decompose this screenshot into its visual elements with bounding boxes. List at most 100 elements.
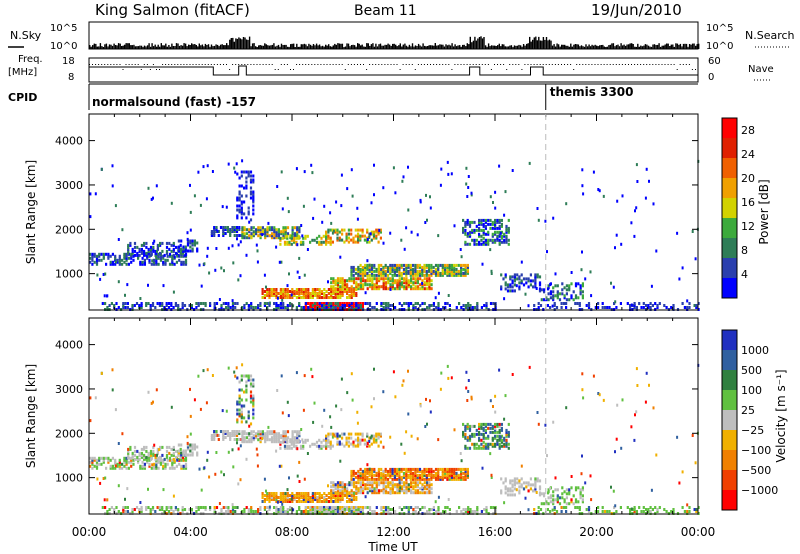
velocity-cell <box>182 451 185 455</box>
power-cell <box>491 222 494 226</box>
velocity-cell <box>396 489 399 493</box>
nsky-bar <box>647 45 650 49</box>
velocity-cell <box>581 488 584 492</box>
velocity-cell <box>170 506 173 509</box>
power-cell <box>156 243 159 247</box>
nsky-bar <box>95 43 97 49</box>
power-cell <box>252 230 255 234</box>
nave-dot <box>603 64 605 65</box>
power-cell <box>268 292 271 295</box>
velocity-cell <box>289 438 292 442</box>
power-cell <box>532 285 535 289</box>
power-cell <box>507 218 510 222</box>
power-cell <box>373 287 376 291</box>
power-cell <box>338 304 342 307</box>
power-cell <box>468 242 472 246</box>
power-cell <box>245 216 248 220</box>
power-cell <box>318 302 321 305</box>
power-cell <box>168 252 172 256</box>
velocity-cell <box>343 491 346 495</box>
power-cell <box>146 256 149 260</box>
velocity-cell <box>359 440 362 444</box>
y-tick-label: 3000 <box>55 179 83 192</box>
power-cell <box>323 304 326 307</box>
power-cell <box>364 263 367 267</box>
nave-dot <box>475 64 477 65</box>
velocity-cell <box>446 506 449 509</box>
velocity-cell <box>240 378 243 382</box>
velocity-cell <box>245 374 248 378</box>
velocity-cell <box>130 456 133 460</box>
velocity-cell <box>364 475 367 479</box>
velocity-cell <box>412 481 415 485</box>
power-cell <box>647 306 650 309</box>
nsky-bar <box>579 46 581 49</box>
velocity-cell <box>318 444 321 448</box>
velocity-cell <box>238 430 241 433</box>
power-cell <box>206 254 209 258</box>
power-cell <box>118 256 121 260</box>
nsky-bar <box>312 44 315 49</box>
velocity-cell <box>129 445 132 449</box>
power-cell <box>300 288 303 291</box>
power-cell <box>581 250 583 254</box>
velocity-cell <box>243 508 246 511</box>
power-cell <box>403 279 406 283</box>
power-cell <box>229 228 232 231</box>
velocity-cell <box>252 400 255 404</box>
power-cell <box>498 230 501 234</box>
power-cell <box>298 302 301 305</box>
power-cell <box>529 273 532 277</box>
nsky-bar <box>101 46 103 49</box>
power-cell <box>375 267 378 271</box>
velocity-cell <box>175 449 178 453</box>
velocity-cell <box>245 440 248 444</box>
power-cell <box>414 265 417 269</box>
nave-dot <box>646 64 648 65</box>
power-cell <box>368 269 371 273</box>
nsky-bar <box>303 43 306 49</box>
power-cell <box>546 304 549 307</box>
velocity-cell <box>500 426 503 430</box>
power-cell <box>143 253 146 257</box>
velocity-cell <box>297 440 300 444</box>
power-cell <box>482 222 485 226</box>
velocity-cell <box>396 467 399 471</box>
power-cell <box>197 302 200 305</box>
nsky-bar <box>128 43 130 49</box>
velocity-cell <box>396 471 399 475</box>
velocity-cell <box>341 483 344 487</box>
velocity-cell <box>193 447 196 451</box>
power-cell <box>229 230 232 233</box>
velocity-cell <box>396 469 399 473</box>
power-cell <box>414 281 417 285</box>
power-cell <box>168 241 171 245</box>
velocity-cell <box>361 473 364 477</box>
velocity-cell <box>407 489 410 493</box>
power-cell <box>282 234 285 238</box>
power-cell <box>222 232 225 235</box>
power-cell <box>350 294 353 297</box>
velocity-cell <box>434 467 438 471</box>
power-cell <box>202 302 205 305</box>
power-cell <box>245 302 248 305</box>
power-cell <box>391 265 394 269</box>
power-cell <box>402 269 406 273</box>
power-cell <box>447 294 450 297</box>
velocity-cell <box>482 422 485 426</box>
velocity-cell <box>130 464 133 468</box>
nsky-bar <box>471 42 473 49</box>
velocity-cell <box>350 494 353 497</box>
power-cell <box>522 283 526 287</box>
velocity-cell <box>127 460 130 464</box>
velocity-cell <box>174 506 177 509</box>
power-cell <box>352 273 355 277</box>
velocity-cell <box>284 500 287 503</box>
nave-dot <box>527 64 529 65</box>
power-cell <box>400 285 404 289</box>
velocity-cell <box>167 510 171 513</box>
velocity-cell <box>409 467 412 471</box>
power-cell <box>309 306 312 309</box>
power-cell <box>164 262 167 266</box>
velocity-cell <box>133 508 136 511</box>
